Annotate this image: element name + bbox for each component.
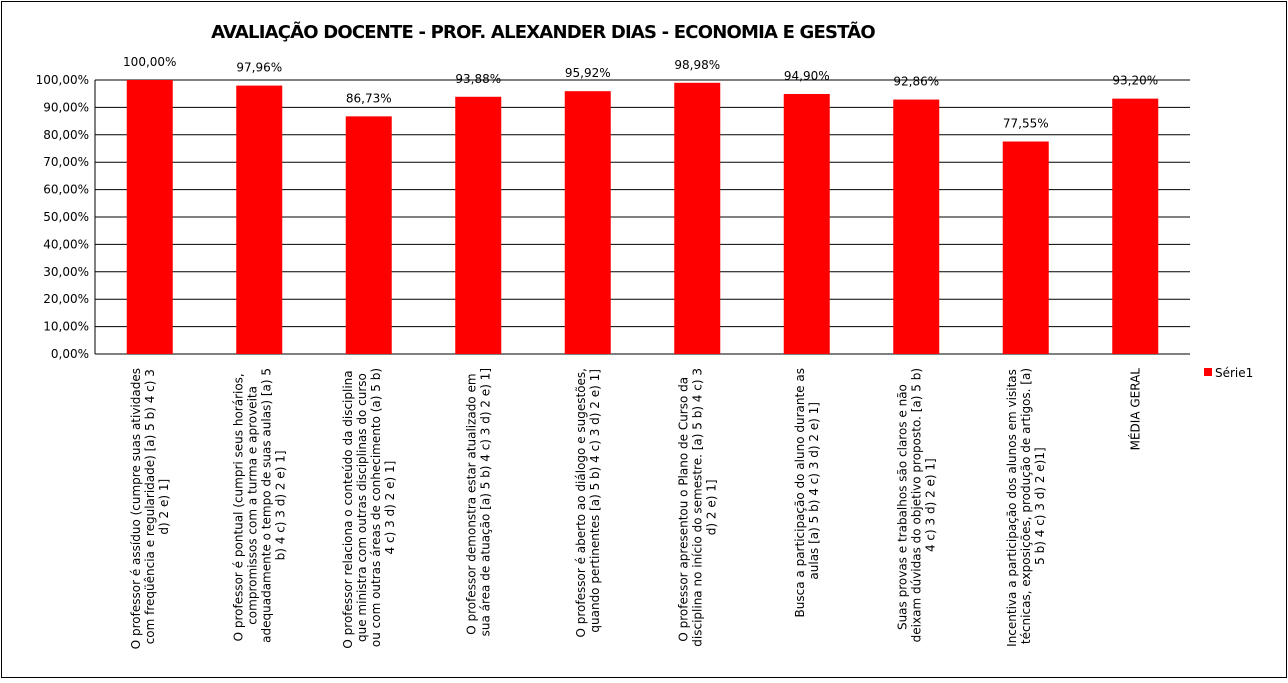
x-tick-label-line: O professor é assíduo (cumpre suas ativi… [129, 368, 143, 649]
bar [893, 99, 940, 354]
value-label: 97,96% [236, 61, 282, 75]
x-tick-label-line: com freqüência e regularidade) [a) 5 b) … [143, 369, 157, 648]
x-tick-label-line: compromissos com a turma e aproveita [245, 386, 259, 629]
x-tick-label-line: quando pertinentes [a) 5 b) 4 c) 3 d) 2 … [588, 369, 602, 636]
x-tick-label-line: 4 c) 3 d) 2 e) 1] [923, 458, 937, 556]
x-tick-label-line: adequadamente o tempo de suas aulas) [a)… [259, 368, 273, 647]
legend-label: Série1 [1215, 366, 1253, 380]
y-tick-label: 100,00% [36, 73, 89, 87]
y-tick-label: 40,00% [43, 237, 89, 251]
bar [783, 93, 830, 354]
y-tick-label: 20,00% [43, 292, 89, 306]
x-tick-label-line: técnicas, exposições, produção de artigo… [1019, 368, 1033, 648]
x-tick-label-line: disciplina no início do semestre. [a) 5 … [690, 368, 704, 651]
bar [236, 85, 283, 354]
x-tick-label-line: 4 c) 3 d) 2 e) 1] [383, 461, 397, 559]
x-tick-label: MÉDIA GERAL [1127, 368, 1142, 451]
x-tick-label: Suas provas e trabalhos são claros e não… [895, 368, 937, 646]
bar [674, 82, 721, 354]
x-tick-label-line: d) 2 e) 1] [157, 479, 171, 539]
y-tick-label: 50,00% [43, 210, 89, 224]
x-tick-label-line: Incentiva a participação dos alunos em v… [1005, 369, 1019, 647]
x-tick-label-line: deixam dúvidas do objetivo proposto. [a)… [909, 368, 923, 646]
value-label: 77,55% [1003, 117, 1049, 131]
value-label: 100,00% [123, 55, 176, 69]
x-tick-label: Incentiva a participação dos alunos em v… [1005, 368, 1047, 648]
value-label: 93,20% [1112, 74, 1158, 88]
value-label: 86,73% [346, 91, 392, 105]
x-tick-label-line: 5 b) 4 c) 3 d) 2 e)1] [1033, 447, 1047, 568]
x-tick-label-line: Suas provas e trabalhos são claros e não [895, 384, 909, 630]
x-tick-label-line: d) 2 e) 1] [704, 479, 718, 539]
y-tick-label: 30,00% [43, 265, 89, 279]
y-tick-label: 90,00% [43, 100, 89, 114]
y-tick-label: 70,00% [43, 155, 89, 169]
y-tick-label: 60,00% [43, 183, 89, 197]
x-tick-label-line: ou com outras áreas de conhecimento (a) … [369, 368, 383, 651]
x-tick-label: O professor é aberto ao diálogo e sugest… [574, 368, 602, 638]
x-tick-label-line: que ministra com outras disciplinas do c… [355, 373, 369, 646]
bar [564, 91, 611, 354]
x-tick-label: O professor relaciona o conteúdo da disc… [341, 368, 397, 651]
x-tick-label: O professor é pontual (cumpri seus horár… [231, 368, 287, 647]
x-tick-label: O professor apresentou o Plano de Curso … [676, 368, 718, 651]
value-label: 92,86% [893, 75, 939, 89]
bar [1002, 141, 1049, 354]
x-tick-label-line: O professor é aberto ao diálogo e sugest… [574, 368, 588, 638]
x-tick-label-line: O professor relaciona o conteúdo da disc… [341, 370, 355, 648]
legend-swatch [1204, 368, 1212, 376]
chart-title: AVALIAÇÃO DOCENTE - PROF. ALEXANDER DIAS… [211, 20, 875, 43]
x-tick-label-line: O professor demonstra estar atualizado e… [464, 373, 478, 634]
value-label: 98,98% [674, 58, 720, 72]
bar [1112, 98, 1159, 355]
x-tick-label: O professor é assíduo (cumpre suas ativi… [129, 368, 171, 649]
bar [455, 96, 502, 354]
x-tick-label-line: O professor é pontual (cumpri seus horár… [231, 373, 245, 641]
x-tick-label-line: aulas [a) 5 b) 4 c) 3 d) 2 e) 1] [807, 402, 821, 583]
x-tick-label-line: sua área de atuação [a) 5 b) 4 c) 3 d) 2… [478, 368, 492, 640]
y-tick-label: 0,00% [51, 347, 89, 361]
x-tick-label-line: b) 4 c) 3 d) 2 e) 1] [273, 450, 287, 564]
bar [345, 116, 392, 354]
bar [126, 80, 173, 354]
y-tick-label: 80,00% [43, 128, 89, 142]
y-tick-label: 10,00% [43, 320, 89, 334]
x-tick-label-line: Busca a participação do aluno durante as [793, 368, 807, 617]
x-tick-label: Busca a participação do aluno durante as… [793, 368, 821, 617]
x-tick-label: O professor demonstra estar atualizado e… [464, 368, 492, 640]
value-label: 94,90% [784, 69, 830, 83]
value-label: 95,92% [565, 66, 611, 80]
x-tick-label-line: O professor apresentou o Plano de Curso … [676, 377, 690, 642]
x-tick-label-line: MÉDIA GERAL [1127, 368, 1142, 451]
value-label: 93,88% [455, 72, 501, 86]
